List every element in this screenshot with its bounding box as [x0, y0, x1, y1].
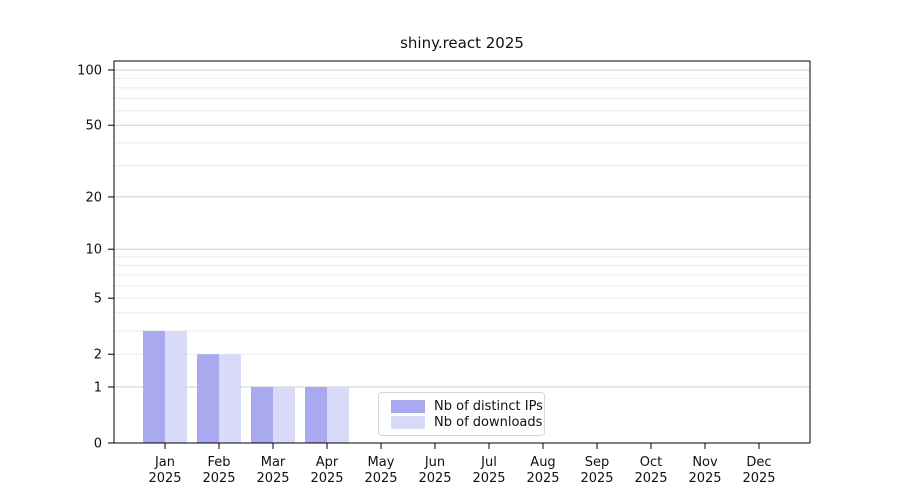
bar-distinct-ips	[143, 330, 165, 443]
y-tick-label: 100	[77, 63, 102, 78]
y-tick-label: 0	[94, 437, 102, 452]
x-tick-label-month: Aug	[530, 455, 555, 470]
x-tick-label-year: 2025	[472, 471, 505, 486]
bar-distinct-ips	[251, 386, 273, 443]
bar-downloads	[165, 330, 187, 443]
x-tick-label-year: 2025	[580, 471, 613, 486]
x-tick-label-year: 2025	[364, 471, 397, 486]
legend-item-downloads: Nb of downloads	[391, 415, 542, 430]
y-tick-label: 1	[94, 380, 102, 395]
x-tick-label-year: 2025	[202, 471, 235, 486]
bar-distinct-ips	[305, 386, 327, 443]
x-tick-label-month: Sep	[585, 455, 610, 470]
y-tick-label: 20	[85, 190, 102, 205]
chart-title: shiny.react 2025	[400, 34, 524, 52]
bar-downloads	[273, 386, 295, 443]
y-tick-label: 50	[85, 119, 102, 134]
x-tick-label-month: Oct	[640, 455, 662, 470]
x-tick-label-year: 2025	[310, 471, 343, 486]
x-tick-label-year: 2025	[634, 471, 667, 486]
x-tick-label-month: Mar	[261, 455, 286, 470]
x-tick-label-month: Apr	[316, 455, 339, 470]
y-tick-label: 10	[85, 243, 102, 258]
x-tick-label-year: 2025	[418, 471, 451, 486]
bar-distinct-ips	[197, 354, 219, 443]
legend: Nb of distinct IPs Nb of downloads	[378, 392, 545, 436]
y-tick-label: 2	[94, 348, 102, 363]
x-tick-label-month: Jul	[480, 455, 497, 470]
legend-label-downloads: Nb of downloads	[434, 414, 543, 430]
x-tick-label-year: 2025	[148, 471, 181, 486]
legend-label-distinct-ips: Nb of distinct IPs	[434, 398, 543, 414]
x-tick-label-month: Feb	[207, 455, 230, 470]
x-tick-label-month: Nov	[692, 455, 718, 470]
x-tick-label-month: May	[368, 455, 395, 470]
bar-downloads	[327, 386, 349, 443]
y-tick-label: 5	[94, 292, 102, 307]
x-tick-label-year: 2025	[688, 471, 721, 486]
x-tick-label-month: Jun	[424, 455, 445, 470]
legend-swatch-downloads	[391, 415, 425, 429]
x-tick-label-year: 2025	[742, 471, 775, 486]
legend-swatch-distinct-ips	[391, 399, 425, 413]
bar-downloads	[219, 354, 241, 443]
x-tick-label-year: 2025	[526, 471, 559, 486]
x-tick-label-month: Jan	[154, 455, 175, 470]
x-tick-label-year: 2025	[256, 471, 289, 486]
axis-spines	[113, 60, 811, 444]
legend-item-distinct-ips: Nb of distinct IPs	[391, 399, 543, 414]
x-tick-label-month: Dec	[746, 455, 771, 470]
